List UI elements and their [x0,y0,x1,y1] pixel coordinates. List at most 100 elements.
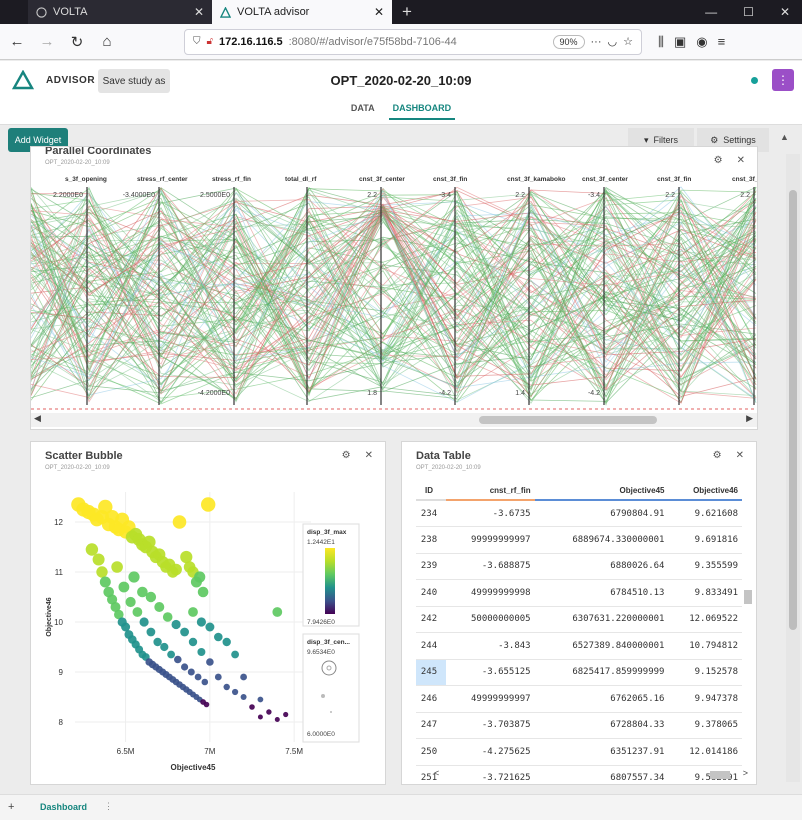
scatter-point[interactable] [266,709,272,715]
scatter-point[interactable] [203,701,210,708]
close-icon[interactable]: ✕ [735,450,744,461]
table-row[interactable]: 244 -3.843 6527389.840000001 10.794812 [416,632,742,660]
scatter-point[interactable] [160,642,169,652]
scatter-point[interactable] [272,607,283,617]
scatter-point[interactable] [171,619,181,630]
scatter-point[interactable] [201,678,209,686]
table-row[interactable]: 240 49999999998 6784510.13 9.833491 [416,579,742,607]
table-row[interactable]: 242 50000000005 6307631.220000001 12.069522 [416,606,742,633]
scroll-left-icon[interactable]: ◀ [34,413,41,423]
scatter-point[interactable] [110,602,121,612]
gear-icon[interactable]: ⚙ [712,450,722,461]
collapse-up-icon[interactable]: ▲ [780,132,789,142]
scroll-right-icon[interactable]: ▶ [746,413,753,423]
scrollbar-thumb[interactable] [710,771,730,779]
tab-data[interactable]: DATA [350,103,375,113]
pocket-icon[interactable]: ◡ [607,36,618,48]
table-row[interactable]: 238 99999999997 6889674.330000001 9.691816 [416,526,742,554]
scatter-point[interactable] [96,566,108,578]
scatter-point[interactable] [181,663,189,671]
browser-tab-volta[interactable]: VOLTA ✕ [28,0,212,24]
scrollbar-thumb[interactable] [744,590,752,604]
column-header-objective46[interactable]: Objective46 [668,482,742,501]
scatter-point[interactable] [240,673,248,681]
scatter-point[interactable] [111,561,123,573]
close-icon[interactable]: ✕ [364,450,373,461]
table-horizontal-scrollbar[interactable]: < > [432,768,748,781]
account-icon[interactable]: ◉ [696,33,708,49]
table-row[interactable]: 245 -3.655125 6825417.859999999 9.152578 [416,659,742,686]
hamburger-menu-icon[interactable]: ≡ [717,33,726,49]
scatter-point[interactable] [162,612,173,622]
table-row[interactable]: 250 -4.275625 6351237.91 12.014186 [416,738,742,766]
scatter-point[interactable] [85,543,99,556]
more-menu-button[interactable]: ⋮ [772,69,794,91]
horizontal-scrollbar[interactable]: ◀ ▶ [31,413,757,427]
scatter-point[interactable] [98,499,113,515]
scatter-point[interactable] [180,627,190,637]
home-icon[interactable]: ⌂ [102,33,112,50]
table-row[interactable]: 234 -3.6735 6790804.91 9.621608 [416,500,742,527]
scrollbar-thumb[interactable] [479,416,657,424]
scatter-point[interactable] [132,607,143,617]
gear-icon[interactable]: ⚙ [341,450,351,461]
scatter-point[interactable] [283,711,289,718]
maximize-icon[interactable]: ☐ [743,5,754,19]
close-icon[interactable]: ✕ [736,155,745,166]
scatter-point[interactable] [137,586,148,598]
sidebar-icon[interactable]: ▣ [673,33,687,49]
scatter-point[interactable] [194,673,202,681]
zoom-level[interactable]: 90% [552,34,585,49]
new-tab-button[interactable]: + [402,2,412,21]
column-header-cnst-rf-fin[interactable]: cnst_rf_fin [446,482,535,501]
table-vertical-scrollbar[interactable] [742,498,754,770]
scatter-point[interactable] [257,696,264,703]
scatter-point[interactable] [214,673,222,681]
scroll-right-icon[interactable]: > [742,768,748,778]
scatter-point[interactable] [197,586,209,598]
add-dashboard-icon[interactable]: + [8,801,15,813]
scatter-bubble-chart[interactable]: 12 11 10 9 8 6.5M 7M 7.5M Objective45 Objective46… [31,472,387,786]
back-arrow-icon[interactable]: ← [9,33,25,50]
scatter-point[interactable] [99,576,111,588]
reload-icon[interactable]: ↻ [70,33,84,51]
scatter-point[interactable] [206,658,214,666]
table-row[interactable]: 247 -3.703875 6728804.33 9.378065 [416,712,742,739]
scatter-point[interactable] [231,650,240,659]
scatter-point[interactable] [118,581,130,593]
column-header-id[interactable]: ID [416,482,446,501]
minimize-icon[interactable]: — [705,5,718,19]
scatter-point[interactable] [92,553,105,566]
scatter-point[interactable] [154,602,165,612]
scatter-point[interactable] [107,594,118,605]
forward-arrow-icon[interactable]: → [39,33,55,50]
scatter-point[interactable] [125,596,136,608]
scatter-point[interactable] [128,571,140,583]
scatter-point[interactable] [197,648,206,656]
scatter-point[interactable] [121,622,131,632]
close-tab-icon[interactable]: ✕ [373,5,384,19]
close-window-icon[interactable]: ✕ [779,5,790,19]
scatter-point[interactable] [188,607,198,617]
scatter-point[interactable] [167,650,176,659]
scatter-point[interactable] [194,571,206,583]
tab-dashboard[interactable]: DASHBOARD [388,103,456,120]
scatter-point[interactable] [223,683,230,691]
browser-tab-volta-advisor[interactable]: VOLTA advisor ✕ [212,0,392,24]
scatter-point[interactable] [188,637,198,647]
scatter-point[interactable] [145,591,157,603]
scatter-point[interactable] [196,617,206,627]
scrollbar-thumb[interactable] [789,190,797,630]
scroll-left-icon[interactable]: < [434,768,440,778]
scatter-point[interactable] [214,632,223,642]
scatter-point[interactable] [174,655,182,664]
scatter-point[interactable] [201,497,216,512]
scatter-point[interactable] [142,535,156,549]
gear-icon[interactable]: ⚙ [713,155,723,166]
scatter-point[interactable] [170,563,182,576]
scatter-point[interactable] [232,688,239,696]
column-header-objective45[interactable]: Objective45 [534,482,669,501]
close-tab-icon[interactable]: ✕ [193,5,204,19]
scatter-point[interactable] [240,694,247,700]
parallel-coordinates-plot[interactable]: s_3f_opening 2.2000E0 stress_rf_center -3.4… [31,167,758,429]
